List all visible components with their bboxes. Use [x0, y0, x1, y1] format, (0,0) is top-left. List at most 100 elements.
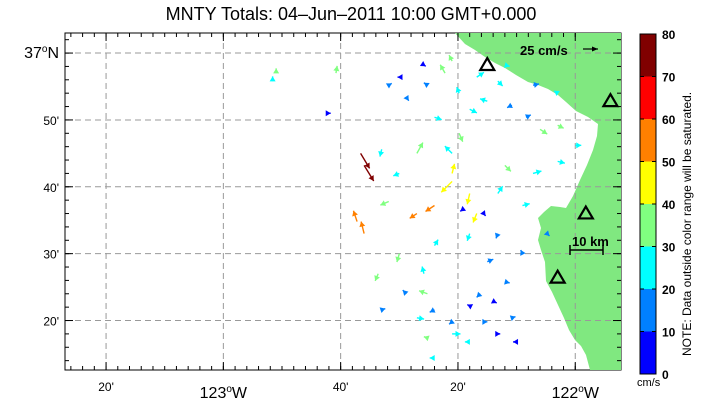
- vector-head: [449, 318, 455, 325]
- vector-head: [423, 335, 430, 342]
- current-vector: [482, 318, 488, 325]
- coastline-land: [455, 33, 621, 370]
- current-vector: [409, 212, 418, 219]
- current-vector: [420, 266, 427, 274]
- current-vector: [532, 169, 542, 176]
- vector-head: [432, 239, 439, 246]
- vector-head: [420, 266, 427, 273]
- vector-head: [504, 62, 510, 68]
- colorbar-tick-label: 40: [662, 198, 676, 212]
- current-vector: [418, 289, 428, 296]
- vector-head: [524, 202, 530, 208]
- current-vector: [352, 210, 358, 222]
- station-triangle-icon: [478, 55, 497, 72]
- vector-head: [457, 135, 464, 142]
- vector-head: [368, 175, 374, 181]
- colorbar-tick-label: 60: [662, 113, 676, 127]
- vector-head: [466, 235, 472, 241]
- colorbar-tick-label: 80: [662, 28, 676, 42]
- frame-ticks: [65, 33, 621, 370]
- vector-head: [467, 304, 474, 310]
- vector-head: [464, 338, 470, 345]
- vector-head: [465, 198, 472, 205]
- current-vector: [403, 94, 410, 102]
- vector-head: [535, 169, 542, 176]
- vector-head: [417, 142, 424, 149]
- current-vector: [423, 82, 430, 89]
- current-vector: [452, 330, 461, 337]
- vector-head: [403, 94, 409, 101]
- vector-head: [480, 210, 486, 216]
- saturation-note: NOTE: Data outside color range will be s…: [680, 91, 694, 356]
- current-vector: [455, 86, 462, 94]
- vector-head: [557, 123, 564, 129]
- colorbar-tick-label: 20: [662, 283, 676, 297]
- vector-head: [397, 74, 403, 81]
- vector-head: [524, 114, 531, 120]
- vector-head: [496, 80, 503, 86]
- vector-head: [273, 68, 280, 74]
- scale-bar-label: 10 km: [572, 234, 609, 249]
- vector-head: [448, 55, 455, 61]
- current-vector: [553, 90, 560, 97]
- current-vector: [425, 204, 435, 213]
- current-vector: [395, 253, 402, 263]
- vector-head: [436, 115, 442, 121]
- vector-head: [507, 102, 513, 109]
- current-vector: [363, 165, 375, 182]
- vector-head: [429, 307, 436, 313]
- radar-stations: [478, 55, 620, 284]
- vector-head: [460, 205, 467, 212]
- vector-head: [423, 82, 430, 89]
- current-vector: [476, 71, 485, 78]
- current-vector: [397, 74, 403, 81]
- vector-head: [513, 338, 519, 345]
- vector-head: [393, 171, 400, 177]
- colorbar-segment: [640, 34, 656, 77]
- vector-head: [333, 65, 340, 72]
- vector-head: [269, 76, 276, 82]
- colorbar-unit: cm/s: [637, 377, 661, 389]
- current-vector: [495, 330, 501, 337]
- current-vector: [393, 171, 400, 177]
- vector-head: [402, 290, 409, 296]
- vector-head: [419, 61, 426, 67]
- vector-head: [444, 146, 451, 152]
- vector-head: [385, 83, 392, 89]
- current-vector: [476, 291, 483, 298]
- reference-vector: 25 cm/s: [520, 43, 598, 58]
- vector-head: [380, 200, 387, 206]
- station-triangle-icon: [601, 92, 620, 108]
- current-vector: [504, 164, 512, 172]
- current-vector: [504, 278, 510, 285]
- vector-head: [509, 315, 516, 322]
- vector-head: [455, 330, 461, 337]
- lat-label: 40': [43, 181, 59, 195]
- vector-head: [480, 97, 486, 104]
- vector-head: [378, 150, 385, 157]
- current-vector: [509, 315, 516, 322]
- vector-head: [441, 186, 447, 193]
- current-vector: [504, 62, 510, 68]
- vector-head: [559, 159, 565, 165]
- colorbar-tick-label: 70: [662, 71, 676, 85]
- vector-head: [543, 230, 550, 236]
- colorbar-segment: [640, 119, 656, 162]
- vector-head: [476, 291, 483, 298]
- current-vector: [450, 163, 457, 174]
- station-triangle-icon: [576, 204, 595, 220]
- vector-head: [440, 64, 446, 71]
- colorbar-segment: [640, 76, 656, 119]
- current-vector: [374, 273, 380, 282]
- graticule: [65, 33, 621, 370]
- current-vector: [378, 149, 385, 157]
- current-vector: [466, 303, 474, 310]
- vector-head: [494, 232, 501, 239]
- vector-head: [419, 289, 425, 296]
- colorbar-segment: [640, 161, 656, 204]
- vector-head: [505, 165, 511, 172]
- current-vector: [532, 81, 540, 88]
- current-vector: [457, 133, 464, 142]
- vector-head: [395, 256, 402, 263]
- current-vector: [539, 128, 548, 135]
